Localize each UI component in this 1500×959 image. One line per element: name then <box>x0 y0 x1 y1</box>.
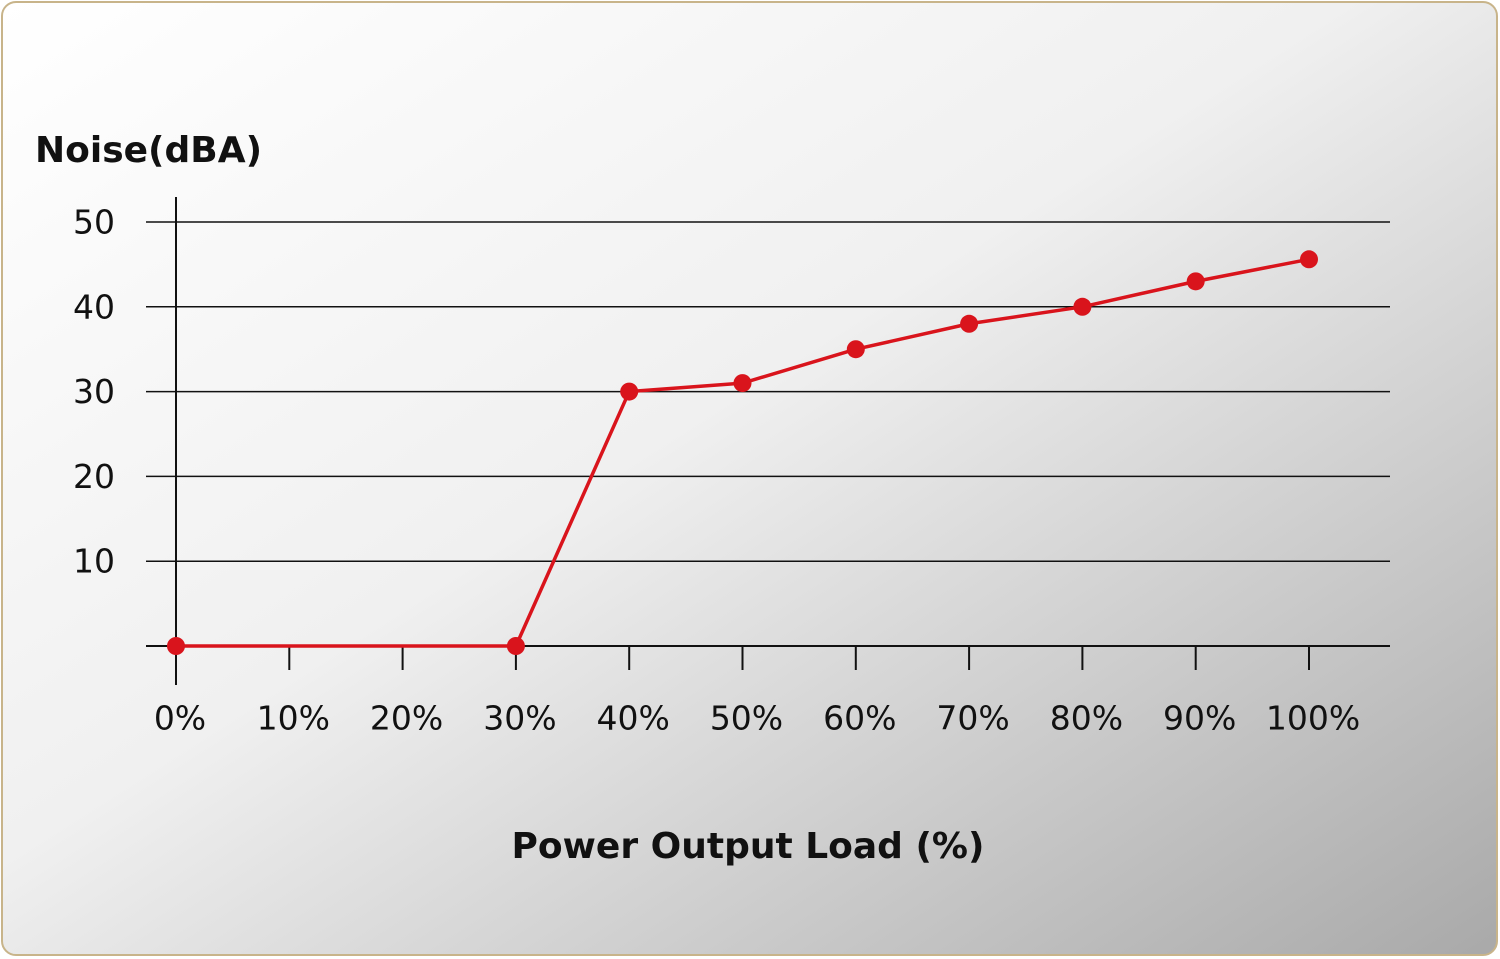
y-tick-label: 20 <box>73 457 115 496</box>
point <box>620 382 639 401</box>
x-tick-label: 0% <box>154 699 206 738</box>
point <box>506 637 525 655</box>
y-axis-title: Noise(dBA) <box>35 130 262 171</box>
x-tick-label: 50% <box>710 699 783 738</box>
x-tick-label: 80% <box>1050 699 1123 738</box>
x-axis-title: Power Output Load (%) <box>512 826 985 867</box>
point <box>167 637 185 655</box>
point <box>733 374 752 393</box>
y-tick-label: 40 <box>73 287 115 326</box>
x-tick-label: 90% <box>1163 699 1236 738</box>
point <box>1300 250 1318 269</box>
y-tick-label: 10 <box>73 542 115 581</box>
point <box>846 340 865 359</box>
point <box>1186 272 1205 291</box>
point <box>960 314 979 333</box>
x-tick-label: 30% <box>483 699 556 738</box>
x-tick-label: 10% <box>257 699 330 738</box>
x-tick-label: 20% <box>370 699 443 738</box>
x-tick-label: 70% <box>936 699 1009 738</box>
y-tick-label: 30 <box>73 372 115 411</box>
x-tick-label: 40% <box>597 699 670 738</box>
point <box>1073 297 1092 316</box>
y-tick-label: 50 <box>73 203 115 242</box>
x-tick-label: 100% <box>1266 699 1360 738</box>
x-tick-label: 60% <box>823 699 896 738</box>
